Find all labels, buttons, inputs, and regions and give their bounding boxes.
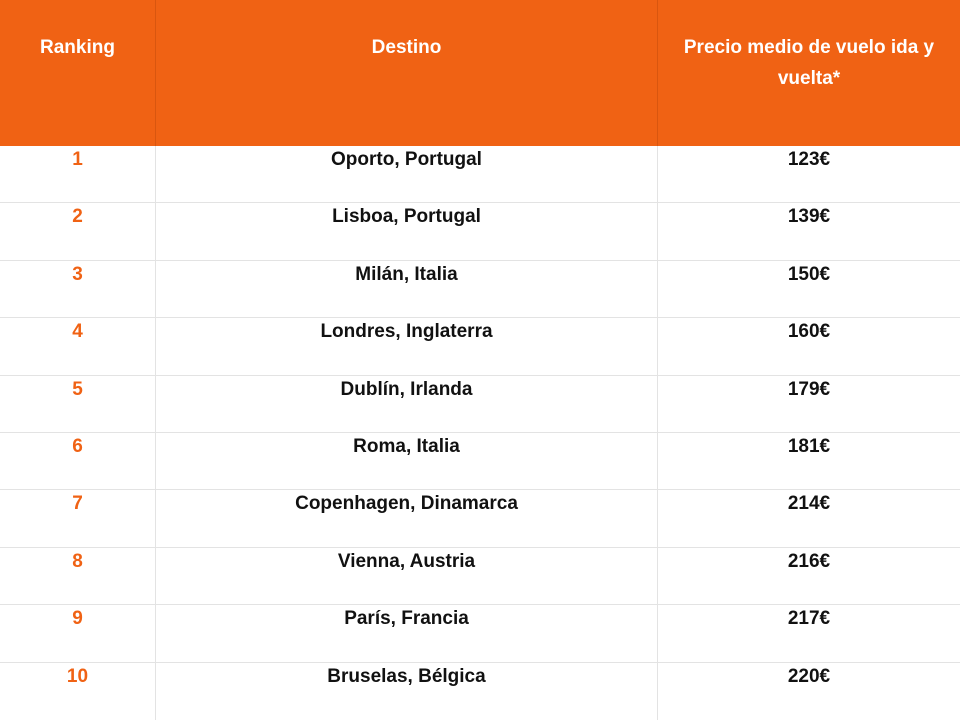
table-row: 6 Roma, Italia 181€ — [0, 432, 960, 491]
table-row: 1 Oporto, Portugal 123€ — [0, 146, 960, 204]
destino-cell: Bruselas, Bélgica — [156, 662, 658, 720]
precio-cell: 220€ — [787, 665, 831, 687]
header-ranking: Ranking — [0, 0, 156, 146]
table-row: 2 Lisboa, Portugal 139€ — [0, 203, 960, 261]
rank-cell: 9 — [0, 605, 156, 662]
rank-cell: 7 — [0, 490, 156, 547]
header-destino: Destino — [156, 0, 658, 146]
table-row: 10 Bruselas, Bélgica 220€ — [0, 662, 960, 720]
table-row: 9 París, Francia 217€ — [0, 605, 960, 663]
precio-cell: 150€ — [787, 263, 831, 285]
header-precio: Precio medio de vuelo ida y vuelta* — [683, 37, 935, 89]
destino-cell: Milán, Italia — [156, 260, 658, 318]
rank-cell: 2 — [0, 203, 156, 260]
rank-cell: 4 — [0, 318, 156, 375]
rank-cell: 8 — [0, 547, 156, 605]
table-row: 3 Milán, Italia 150€ — [0, 260, 960, 319]
rank-cell: 1 — [0, 146, 156, 203]
precio-cell: 214€ — [787, 493, 831, 515]
destino-cell: Dublín, Irlanda — [156, 375, 658, 432]
destino-cell: Londres, Inglaterra — [156, 318, 658, 375]
table-row: 7 Copenhagen, Dinamarca 214€ — [0, 490, 960, 548]
destino-cell: París, Francia — [156, 605, 658, 662]
rank-cell: 3 — [0, 260, 156, 318]
table-row: 5 Dublín, Irlanda 179€ — [0, 375, 960, 433]
precio-cell: 216€ — [787, 550, 831, 572]
destino-cell: Roma, Italia — [156, 432, 658, 490]
precio-cell: 123€ — [787, 149, 831, 170]
destino-cell: Oporto, Portugal — [156, 146, 658, 203]
precio-cell: 179€ — [787, 378, 831, 400]
destino-cell: Vienna, Austria — [156, 547, 658, 605]
precio-cell: 160€ — [787, 321, 831, 343]
precio-cell: 217€ — [787, 608, 831, 630]
rank-cell: 5 — [0, 375, 156, 432]
rank-cell: 6 — [0, 432, 156, 490]
rank-cell: 10 — [0, 662, 156, 720]
destino-cell: Copenhagen, Dinamarca — [156, 490, 658, 547]
destino-cell: Lisboa, Portugal — [156, 203, 658, 260]
precio-cell: 181€ — [787, 435, 831, 457]
precio-cell: 139€ — [787, 206, 831, 228]
table-row: 4 Londres, Inglaterra 160€ — [0, 318, 960, 376]
table-header-row: Ranking Destino Precio medio de vuelo id… — [0, 0, 960, 146]
table-row: 8 Vienna, Austria 216€ — [0, 547, 960, 606]
